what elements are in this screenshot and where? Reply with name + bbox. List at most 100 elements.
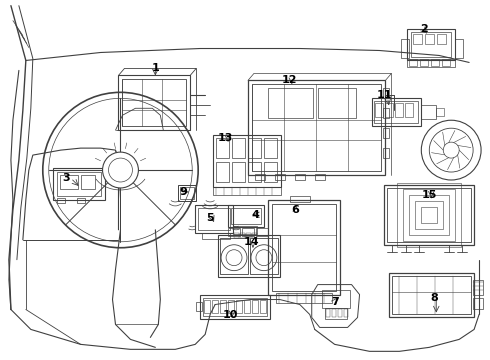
Text: 13: 13 (218, 133, 233, 143)
Text: 12: 12 (282, 75, 297, 85)
Bar (53, 168, 104, 200)
Bar (231, 208, 261, 224)
Text: 11: 11 (377, 90, 392, 100)
Bar (220, 300, 226, 314)
Bar (256, 228, 268, 236)
Bar (228, 300, 234, 314)
Bar (436, 108, 444, 116)
Bar (203, 298, 267, 316)
Bar (248, 80, 386, 175)
Bar (178, 185, 196, 201)
Bar (202, 233, 230, 239)
Bar (343, 310, 347, 318)
Bar (252, 300, 258, 314)
Bar (431, 59, 439, 67)
Bar (388, 188, 471, 242)
Bar (240, 233, 245, 238)
Bar (233, 226, 257, 234)
Bar (60, 175, 77, 189)
Bar (216, 162, 229, 182)
Bar (416, 201, 443, 229)
Text: 4: 4 (251, 210, 259, 220)
Bar (425, 33, 434, 44)
Bar (248, 162, 261, 182)
Bar (384, 148, 390, 158)
Bar (386, 103, 393, 117)
Bar (295, 174, 305, 180)
Text: 3: 3 (62, 173, 70, 183)
Bar (371, 98, 421, 126)
Bar (318, 88, 356, 118)
Bar (326, 310, 330, 318)
Bar (322, 289, 349, 307)
Bar (385, 185, 474, 245)
Bar (397, 183, 461, 247)
Bar (232, 138, 245, 158)
Bar (57, 198, 65, 203)
Bar (218, 235, 280, 276)
Bar (180, 187, 194, 199)
Bar (216, 138, 229, 158)
Bar (268, 88, 313, 118)
Bar (228, 228, 240, 236)
Bar (409, 195, 449, 235)
Bar (234, 233, 239, 238)
Bar (473, 298, 483, 310)
Bar (57, 172, 100, 196)
Text: 5: 5 (206, 213, 214, 223)
Bar (407, 28, 455, 60)
Bar (264, 162, 277, 182)
Bar (473, 280, 483, 294)
Bar (455, 39, 463, 58)
Bar (272, 204, 336, 291)
Text: 15: 15 (421, 190, 437, 200)
Bar (195, 205, 233, 233)
Bar (414, 33, 422, 44)
Bar (242, 228, 254, 236)
Text: 8: 8 (430, 293, 438, 302)
Bar (409, 59, 417, 67)
Bar (437, 33, 446, 44)
Bar (325, 307, 346, 319)
Bar (442, 59, 450, 67)
Bar (198, 208, 230, 230)
Bar (255, 174, 265, 180)
Text: 14: 14 (244, 237, 260, 247)
Bar (405, 103, 414, 117)
Bar (384, 108, 390, 118)
Bar (276, 293, 332, 302)
Bar (390, 273, 474, 318)
Bar (76, 198, 85, 203)
Bar (290, 196, 310, 202)
Bar (246, 233, 251, 238)
Text: 6: 6 (291, 205, 299, 215)
Bar (412, 32, 451, 58)
Bar (213, 135, 281, 187)
Bar (392, 276, 471, 315)
Bar (212, 300, 218, 314)
Bar (236, 300, 242, 314)
Bar (338, 310, 342, 318)
Bar (119, 75, 190, 130)
Bar (384, 128, 390, 138)
Bar (374, 101, 418, 123)
Bar (228, 205, 264, 227)
Bar (250, 238, 278, 274)
Bar (315, 174, 325, 180)
Bar (332, 310, 336, 318)
Bar (395, 103, 403, 117)
Bar (420, 59, 428, 67)
Bar (268, 200, 340, 294)
Text: 2: 2 (420, 24, 428, 33)
Text: 10: 10 (222, 310, 238, 320)
Bar (232, 162, 245, 182)
Bar (375, 103, 384, 117)
Bar (403, 189, 455, 241)
Bar (244, 300, 250, 314)
Circle shape (102, 152, 138, 188)
Bar (252, 233, 257, 238)
Bar (220, 238, 248, 274)
Bar (421, 105, 436, 119)
Bar (213, 187, 281, 195)
Bar (407, 59, 455, 67)
